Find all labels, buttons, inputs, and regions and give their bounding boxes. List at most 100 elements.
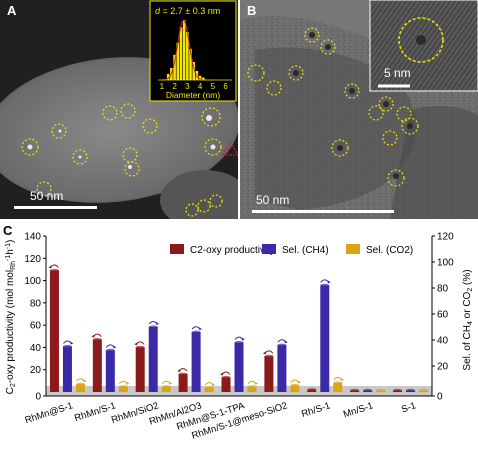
bar-cap bbox=[92, 338, 102, 342]
bar-cap bbox=[290, 383, 300, 388]
axis-indicator-arrow bbox=[277, 339, 287, 343]
bar-cap bbox=[135, 345, 145, 350]
histogram-bar bbox=[192, 62, 196, 80]
legend-label: C2-oxy productivity bbox=[190, 245, 275, 256]
bar-cap bbox=[307, 388, 317, 392]
axis-indicator-arrowhead bbox=[212, 383, 216, 387]
bar-cap bbox=[363, 388, 373, 393]
right-tick-label: 40 bbox=[437, 336, 449, 347]
histogram-tick-label: 6 bbox=[223, 82, 228, 91]
bar-c2-oxy-productivity bbox=[49, 270, 59, 392]
right-tick-label: 80 bbox=[437, 284, 449, 295]
category-label: S-1 bbox=[400, 400, 417, 415]
bar-cap bbox=[118, 385, 128, 389]
bar-cap bbox=[264, 354, 274, 358]
bar-cap bbox=[105, 348, 115, 352]
axis-indicator-arrow bbox=[161, 380, 171, 385]
bar-cap bbox=[350, 388, 360, 393]
axis-indicator-arrowhead bbox=[91, 334, 95, 338]
panel-a-scalebar bbox=[14, 206, 97, 209]
bar-c2-oxy-productivity bbox=[264, 356, 274, 392]
legend-label: Sel. (CO2) bbox=[366, 245, 413, 256]
bar-cap bbox=[161, 385, 171, 389]
bar-cap bbox=[75, 382, 85, 386]
right-tick-label: 120 bbox=[437, 232, 454, 243]
axis-indicator-arrow bbox=[264, 350, 274, 354]
right-axis-label: Sel. of CH4 or CO2 (%) bbox=[462, 269, 474, 370]
histogram-tick-label: 1 bbox=[160, 82, 165, 91]
category-label: Rh/S-1 bbox=[300, 400, 332, 420]
bar-sel-co2- bbox=[290, 385, 300, 392]
bar-sel-ch4- bbox=[105, 350, 115, 392]
panel-b-scalebar bbox=[252, 210, 394, 213]
bar-sel-ch4- bbox=[191, 332, 201, 392]
panel-a-scalebar-label: 50 nm bbox=[30, 189, 64, 203]
histogram-bar bbox=[201, 77, 205, 80]
histogram-bar bbox=[176, 42, 180, 80]
bar-c2-oxy-productivity bbox=[135, 347, 145, 392]
axis-indicator-arrow bbox=[234, 336, 244, 340]
bar-sel-co2- bbox=[118, 386, 128, 392]
axis-indicator-arrowhead bbox=[70, 341, 74, 345]
axis-indicator-arrowhead bbox=[177, 369, 181, 373]
bar-cap bbox=[393, 388, 403, 393]
bar-c2-oxy-productivity bbox=[221, 377, 231, 392]
axis-indicator-arrow bbox=[63, 340, 72, 344]
legend-swatch bbox=[170, 244, 184, 254]
axis-indicator-arrowhead bbox=[156, 322, 160, 325]
bar-sel-ch4- bbox=[320, 285, 330, 392]
tem-micrograph bbox=[240, 0, 478, 219]
histogram-bar bbox=[186, 32, 189, 80]
bar-c2-oxy-productivity bbox=[178, 374, 188, 392]
catalysis-bar-chart: C2-oxy productivity (mol molRh-1h-1) Sel… bbox=[5, 232, 474, 442]
bar-cap bbox=[148, 325, 158, 329]
bar-sel-co2- bbox=[247, 386, 257, 392]
particle-markers bbox=[21, 103, 223, 217]
bar-sel-ch4- bbox=[62, 346, 72, 392]
histogram-tick-label: 4 bbox=[198, 82, 203, 91]
axis-indicator-arrow bbox=[105, 344, 115, 348]
legend-swatch bbox=[346, 244, 360, 254]
bar-cap bbox=[234, 341, 244, 345]
bar-cap bbox=[333, 381, 343, 385]
right-tick-label: 20 bbox=[437, 362, 449, 373]
histogram-tick-label: 3 bbox=[185, 82, 190, 91]
inset-xlabel: Diameter (nm) bbox=[166, 90, 220, 100]
category-label: RhMn@S-1 bbox=[24, 400, 75, 426]
axis-indicator-arrowhead bbox=[169, 381, 173, 385]
axis-indicator-arrow bbox=[247, 380, 257, 385]
bar-cap bbox=[62, 344, 72, 349]
right-tick-label: 60 bbox=[437, 310, 449, 321]
bar-cap bbox=[277, 343, 287, 347]
left-tick-label: 120 bbox=[24, 254, 41, 265]
axis-indicator-arrowhead bbox=[48, 265, 52, 269]
bar-cap bbox=[191, 330, 201, 334]
bar-cap bbox=[247, 385, 257, 389]
axis-indicator-arrowhead bbox=[113, 345, 117, 349]
bar-cap bbox=[204, 386, 214, 390]
axis-indicator-arrowhead bbox=[297, 380, 301, 384]
left-tick-label: 60 bbox=[30, 321, 42, 332]
axis-indicator-arrowhead bbox=[284, 340, 288, 344]
histogram-bar bbox=[198, 75, 202, 80]
axis-indicator-arrowhead bbox=[327, 280, 331, 284]
left-tick-label: 0 bbox=[35, 392, 41, 403]
left-tick-label: 100 bbox=[24, 276, 41, 287]
bar-cap bbox=[376, 388, 386, 393]
histogram-bar bbox=[189, 48, 192, 80]
bar-sel-co2- bbox=[75, 384, 85, 392]
bar-sel-ch4- bbox=[148, 327, 158, 392]
bar-cap bbox=[320, 283, 330, 287]
panel-b-tem-image: B 5 nm 50 nm bbox=[240, 0, 478, 219]
axis-indicator-arrow bbox=[135, 341, 145, 345]
left-tick-label: 140 bbox=[24, 232, 41, 243]
bar-sel-co2- bbox=[333, 382, 343, 392]
axis-indicator-arrowhead bbox=[126, 381, 130, 385]
axis-indicator-arrowhead bbox=[83, 379, 87, 383]
axis-indicator-arrow bbox=[204, 382, 214, 386]
axis-indicator-arrow bbox=[320, 279, 330, 283]
bar-sel-co2- bbox=[204, 388, 214, 392]
panel-c-label: C bbox=[3, 223, 13, 238]
